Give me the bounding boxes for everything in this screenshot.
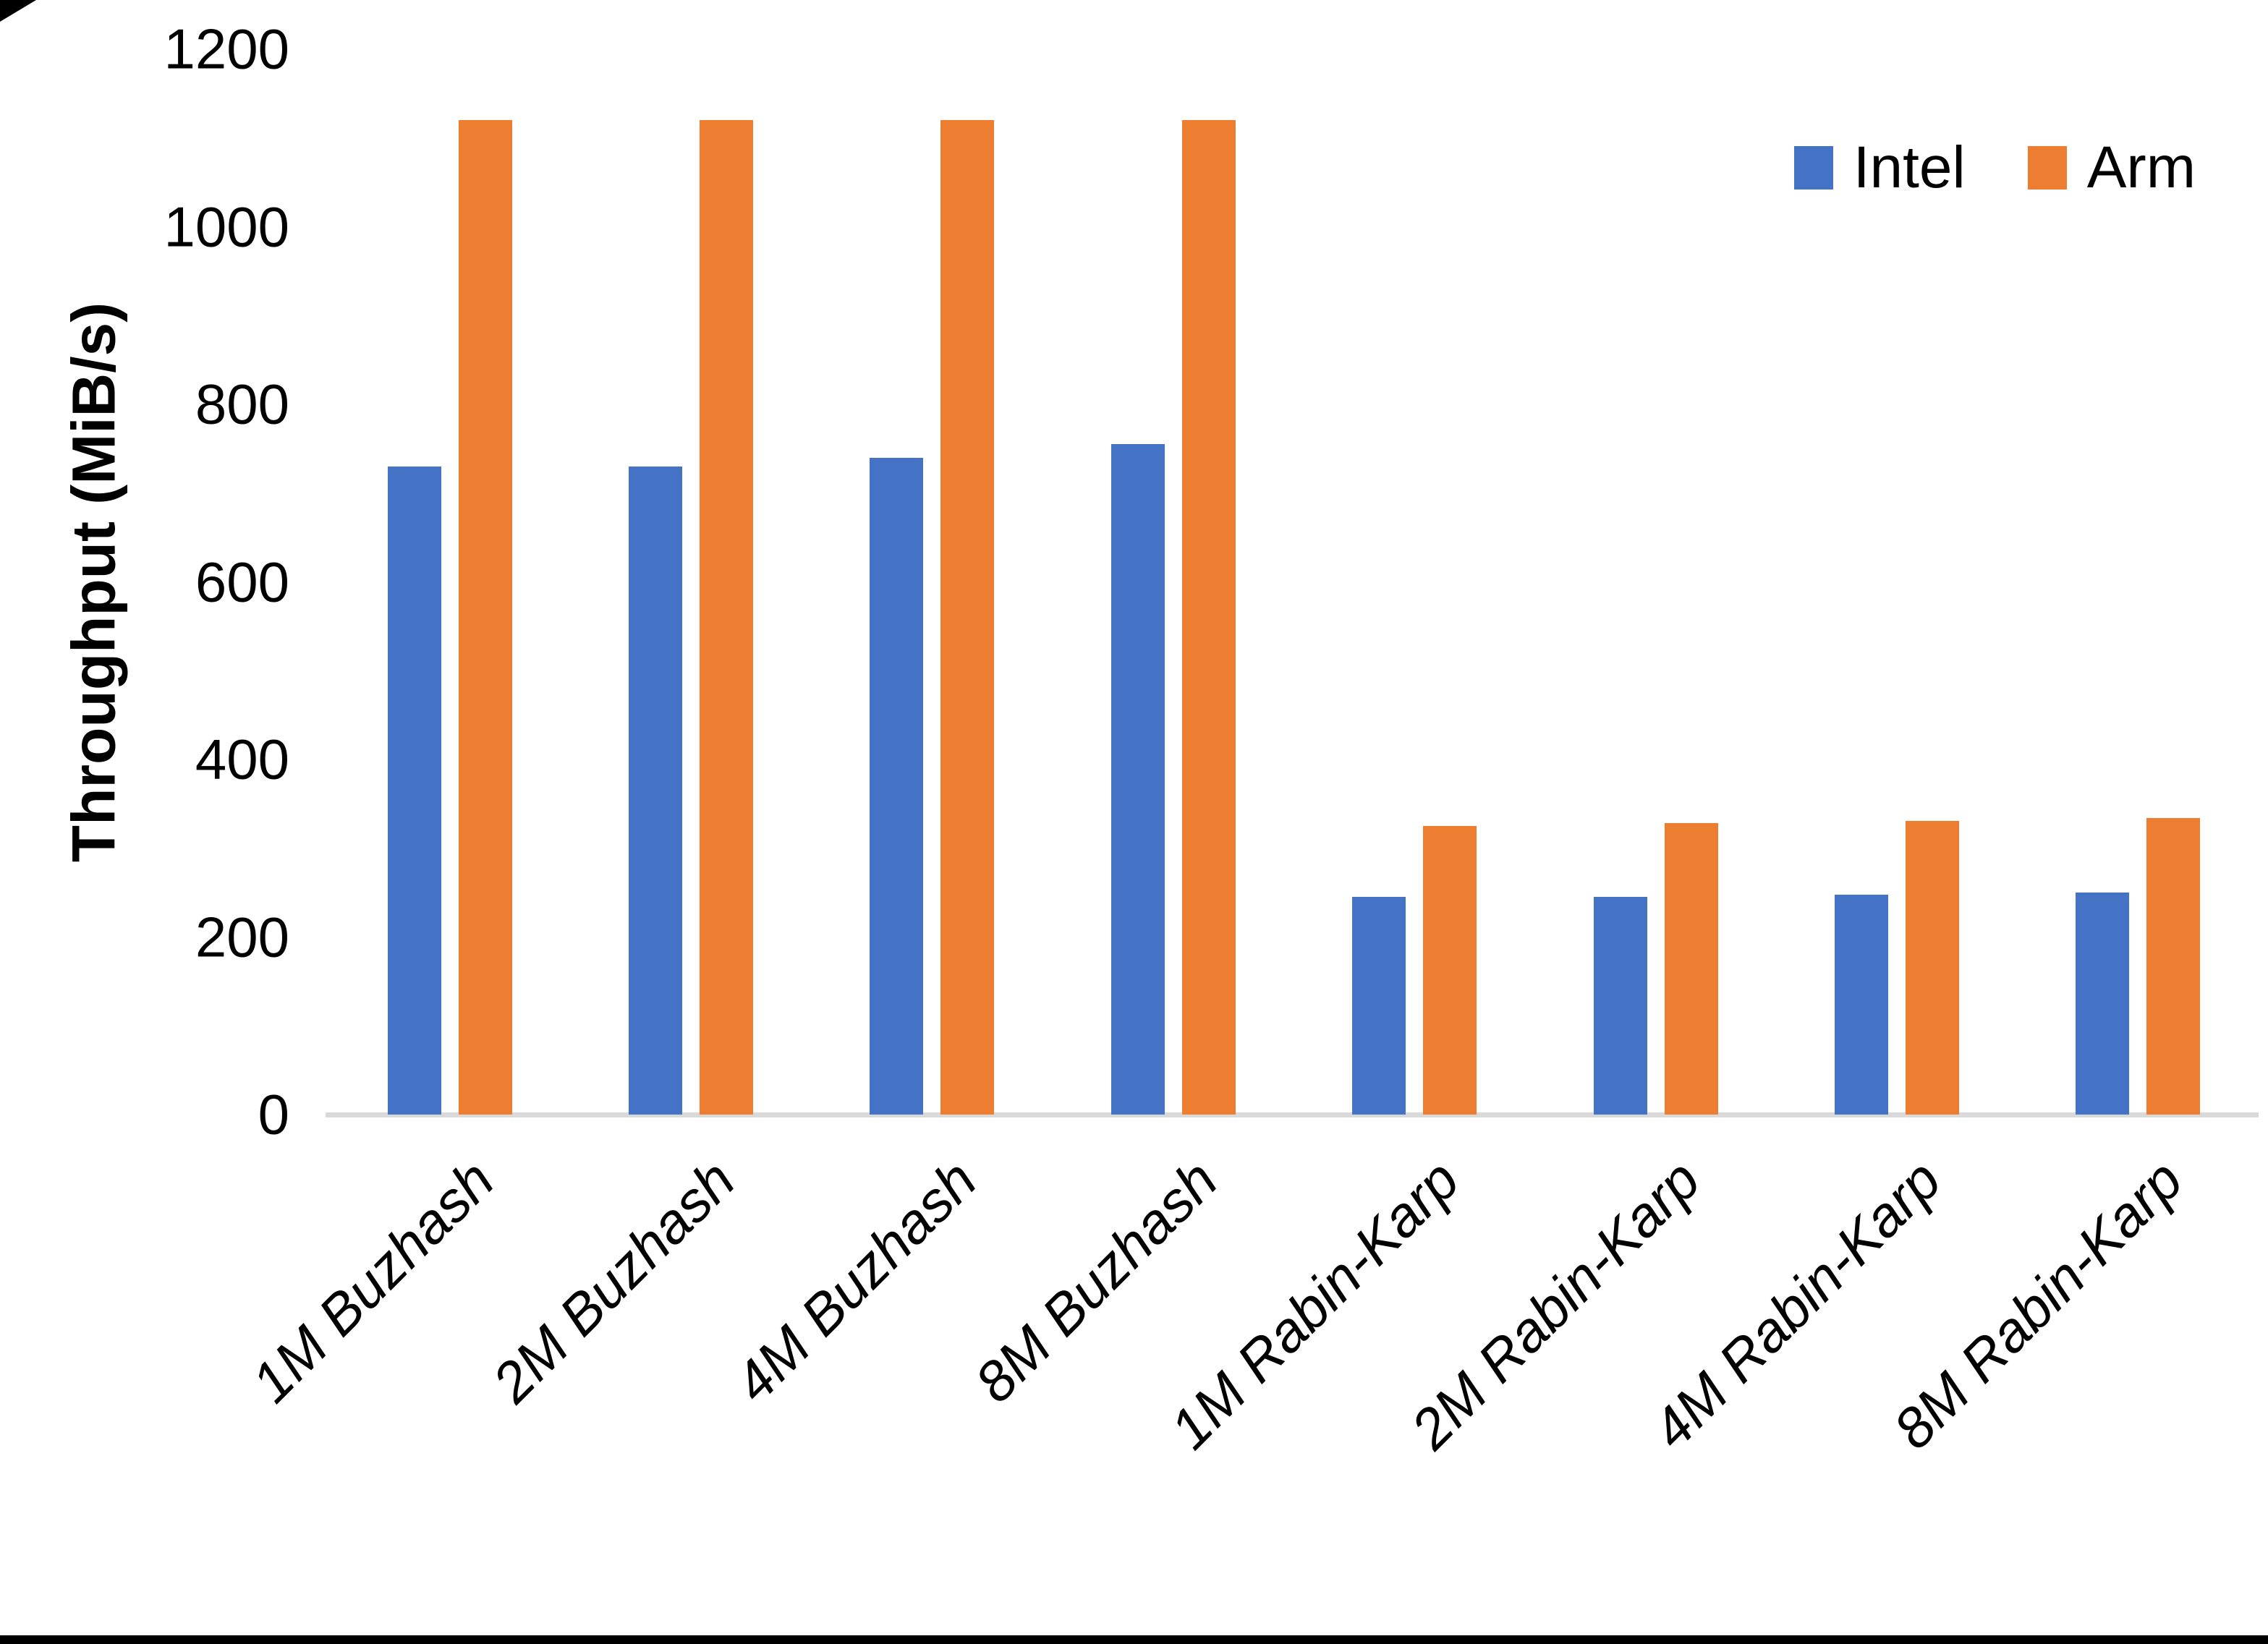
bar-arm-4m-buzhash [940,120,995,1115]
bar-intel-1m-rabin-karp [1352,897,1406,1115]
y-axis-tick-label: 800 [195,372,289,436]
bar-intel-1m-buzhash [387,467,441,1115]
legend-swatch-arm [2027,146,2067,189]
bar-arm-2m-buzhash [700,120,754,1115]
legend-item-arm: Arm [2027,134,2196,202]
legend-label-intel: Intel [1853,135,1966,200]
y-axis-tick-label: 200 [195,905,289,968]
bar-intel-4m-buzhash [870,458,924,1115]
y-axis-tick-label: 600 [195,550,289,613]
y-axis-tick-label: 400 [195,727,289,791]
bar-intel-2m-rabin-karp [1593,897,1647,1115]
bar-arm-2m-rabin-karp [1664,823,1718,1115]
bar-arm-8m-rabin-karp [2146,818,2201,1115]
legend-label-arm: Arm [2086,135,2196,200]
y-axis-tick-label: 1200 [163,17,289,81]
bar-intel-2m-buzhash [629,467,683,1115]
bottom-border-artifact [0,1635,2268,1644]
x-axis-line [326,1112,2259,1117]
bar-intel-8m-rabin-karp [2076,893,2130,1115]
bar-arm-8m-buzhash [1181,120,1236,1115]
bar-arm-1m-buzhash [458,120,512,1115]
bar-arm-4m-rabin-karp [1905,821,1959,1115]
bar-intel-4m-rabin-karp [1834,895,1888,1115]
bar-intel-8m-buzhash [1110,444,1165,1115]
legend-item-intel: Intel [1793,134,1966,202]
legend-swatch-intel [1793,146,1833,189]
y-axis-tick-label: 1000 [163,195,289,258]
y-axis-tick-label: 0 [258,1082,289,1146]
bar-arm-1m-rabin-karp [1423,826,1477,1115]
legend: Intel Arm [1793,134,2196,202]
